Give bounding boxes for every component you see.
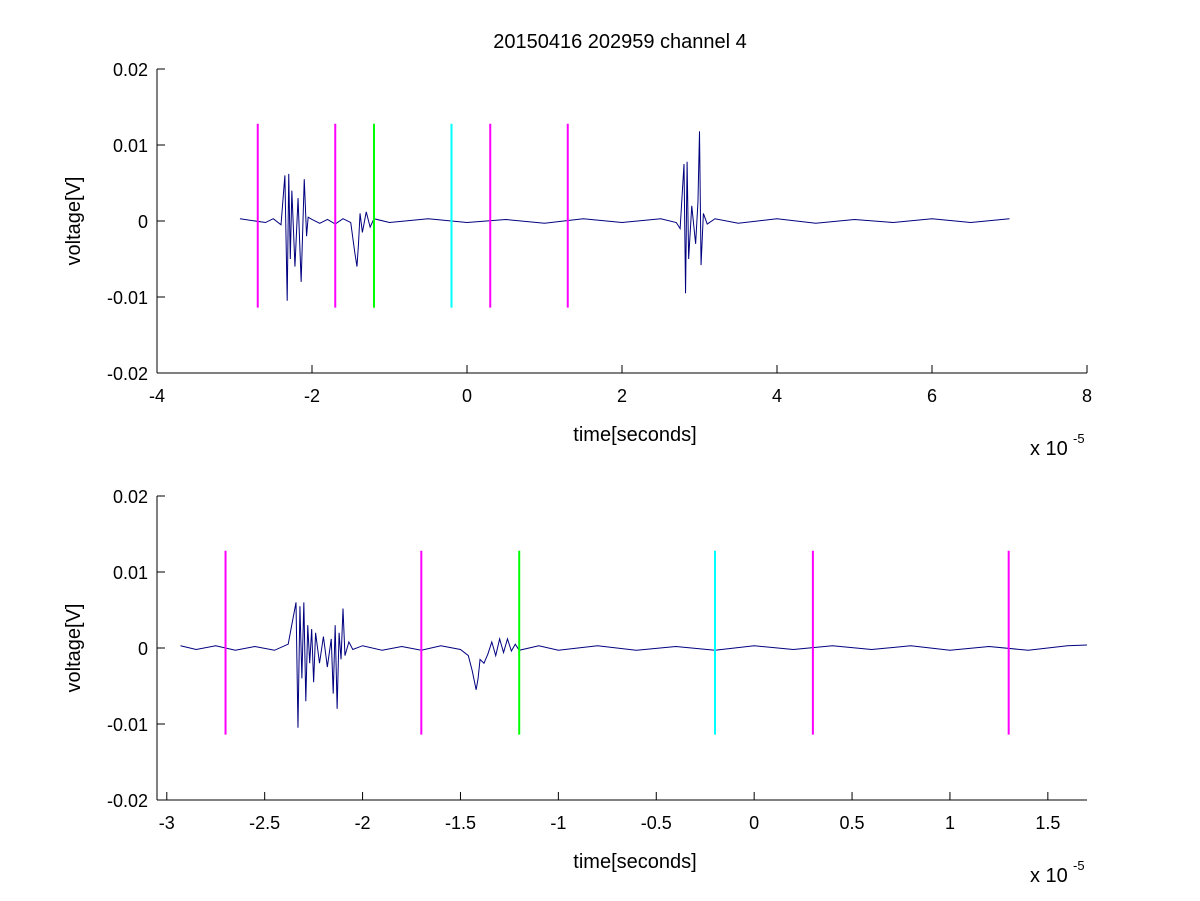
x-tick-label: -1.5 bbox=[445, 813, 476, 833]
x-multiplier-exponent: -5 bbox=[1073, 858, 1085, 873]
x-tick-label: 1 bbox=[945, 813, 955, 833]
x-tick-label: 0 bbox=[462, 386, 472, 406]
x-multiplier-label: x 10 bbox=[1030, 865, 1068, 887]
y-tick-label: 0 bbox=[138, 639, 148, 659]
x-tick-label: -2.5 bbox=[249, 813, 280, 833]
y-axis-label: voltage[V] bbox=[63, 604, 85, 693]
y-tick-label: 0.02 bbox=[113, 487, 148, 507]
x-multiplier-label: x 10 bbox=[1030, 438, 1068, 460]
y-tick-label: 0.01 bbox=[113, 563, 148, 583]
signal-series-line bbox=[180, 602, 1088, 728]
x-multiplier-exponent: -5 bbox=[1073, 431, 1085, 446]
x-tick-label: 1.5 bbox=[1035, 813, 1060, 833]
y-tick-label: -0.02 bbox=[107, 791, 148, 811]
subplot-bottom: -3 -2.5 -2 -1.5 -1 -0.5 0 0.5 1 1.5 -0.02 -0.01 0 0.0… bbox=[63, 487, 1088, 887]
y-tick-label: 0 bbox=[138, 212, 148, 232]
x-tick-label: -1 bbox=[550, 813, 566, 833]
y-tick-label: 0.02 bbox=[113, 60, 148, 80]
x-tick-label: 2 bbox=[617, 386, 627, 406]
y-tick-label: -0.01 bbox=[107, 288, 148, 308]
x-tick-label: -2 bbox=[355, 813, 371, 833]
x-tick-label: 0 bbox=[749, 813, 759, 833]
x-tick-label: -4 bbox=[149, 386, 165, 406]
x-tick-label: 4 bbox=[772, 386, 782, 406]
y-tick-label: -0.01 bbox=[107, 715, 148, 735]
figure-title: 20150416 202959 channel 4 bbox=[493, 31, 747, 53]
x-tick-label: 8 bbox=[1082, 386, 1092, 406]
x-tick-label: -2 bbox=[304, 386, 320, 406]
x-axis-label: time[seconds] bbox=[573, 851, 696, 873]
x-axis-label: time[seconds] bbox=[573, 424, 696, 446]
y-tick-label: -0.02 bbox=[107, 364, 148, 384]
signal-series-line bbox=[239, 131, 1010, 301]
x-tick-label: -3 bbox=[159, 813, 175, 833]
subplot-top: -4 -2 0 2 4 6 8 -0.02 -0.01 0 0.01 0.02 time[seconds… bbox=[63, 60, 1092, 460]
y-axis-label: voltage[V] bbox=[63, 177, 85, 266]
x-tick-label: 6 bbox=[927, 386, 937, 406]
x-tick-label: -0.5 bbox=[641, 813, 672, 833]
x-tick-label: 0.5 bbox=[840, 813, 865, 833]
y-tick-label: 0.01 bbox=[113, 136, 148, 156]
